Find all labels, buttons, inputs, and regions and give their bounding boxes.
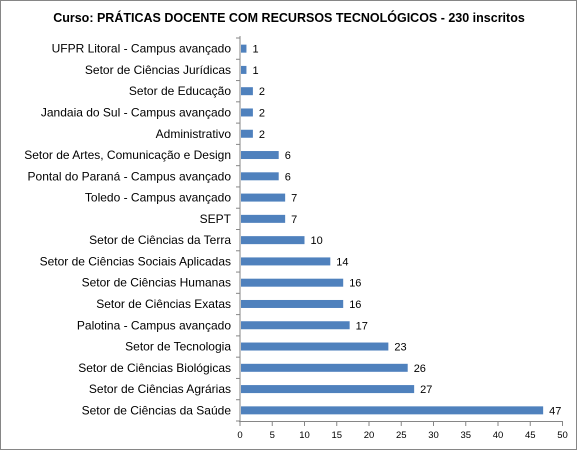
bar xyxy=(241,129,253,138)
category-label: Setor de Ciências da Saúde xyxy=(82,403,232,417)
data-label: 17 xyxy=(356,320,368,332)
x-tick-label: 40 xyxy=(493,430,504,441)
category-label: UFPR Litoral - Campus avançado xyxy=(52,42,232,56)
category-label: Setor de Ciências da Terra xyxy=(89,233,231,247)
category-label: Jandaia do Sul - Campus avançado xyxy=(41,105,231,119)
x-tick-label: 10 xyxy=(299,430,310,441)
bar xyxy=(241,299,344,308)
category-label: Palotina - Campus avançado xyxy=(77,318,231,332)
plot-area: UFPR Litoral - Campus avançado 1 Setor de … xyxy=(24,36,568,441)
x-tick-label: 5 xyxy=(270,430,275,441)
data-label: 7 xyxy=(291,193,297,205)
category-label: Setor de Ciências Jurídicas xyxy=(85,63,231,77)
bar xyxy=(241,214,286,223)
bar xyxy=(241,151,279,160)
data-label: 1 xyxy=(252,65,258,77)
chart-title: Curso: PRÁTICAS DOCENTE COM RECURSOS TEC… xyxy=(53,10,525,25)
data-label: 1 xyxy=(252,44,258,56)
data-label: 10 xyxy=(311,235,323,247)
bar xyxy=(241,193,286,202)
category-label: Toledo - Campus avançado xyxy=(85,191,231,205)
x-tick-label: 15 xyxy=(331,430,342,441)
x-tick-label: 35 xyxy=(460,430,471,441)
category-label: Setor de Artes, Comunicação e Design xyxy=(24,148,231,162)
data-label: 47 xyxy=(549,405,561,417)
data-label: 6 xyxy=(285,150,291,162)
bar xyxy=(241,172,279,181)
category-label: Setor de Ciências Humanas xyxy=(82,276,231,290)
bar xyxy=(241,406,544,415)
bar xyxy=(241,236,305,245)
data-label: 2 xyxy=(259,86,265,98)
x-tick-label: 30 xyxy=(428,430,439,441)
bar xyxy=(241,321,350,330)
bar xyxy=(241,87,253,96)
x-tick-label: 25 xyxy=(396,430,407,441)
bar xyxy=(241,385,415,394)
bar xyxy=(241,108,253,117)
data-label: 6 xyxy=(285,171,291,183)
category-label: Setor de Tecnologia xyxy=(125,340,231,354)
data-label: 16 xyxy=(349,278,361,290)
data-label: 26 xyxy=(414,363,426,375)
category-label: Administrativo xyxy=(156,127,232,141)
category-label: Setor de Ciências Sociais Aplicadas xyxy=(40,254,231,268)
x-tick-label: 20 xyxy=(364,430,375,441)
data-label: 27 xyxy=(420,384,432,396)
data-label: 7 xyxy=(291,214,297,226)
data-label: 2 xyxy=(259,129,265,141)
bar xyxy=(241,342,389,351)
bar xyxy=(241,278,344,287)
category-label: Setor de Ciências Biológicas xyxy=(78,361,231,375)
category-label: SEPT xyxy=(200,212,232,226)
data-label: 23 xyxy=(394,342,406,354)
bar xyxy=(241,363,408,372)
x-tick-label: 50 xyxy=(557,430,568,441)
category-label: Setor de Educação xyxy=(129,84,231,98)
bar xyxy=(241,257,331,266)
x-tick-label: 45 xyxy=(525,430,536,441)
category-label: Setor de Ciências Exatas xyxy=(96,297,231,311)
x-tick-label: 0 xyxy=(237,430,242,441)
data-label: 14 xyxy=(336,256,348,268)
category-label: Pontal do Paraná - Campus avançado xyxy=(28,169,232,183)
category-label: Setor de Ciências Agrárias xyxy=(89,382,231,396)
bar xyxy=(241,65,247,74)
data-label: 2 xyxy=(259,107,265,119)
bar xyxy=(241,44,247,53)
data-label: 16 xyxy=(349,299,361,311)
